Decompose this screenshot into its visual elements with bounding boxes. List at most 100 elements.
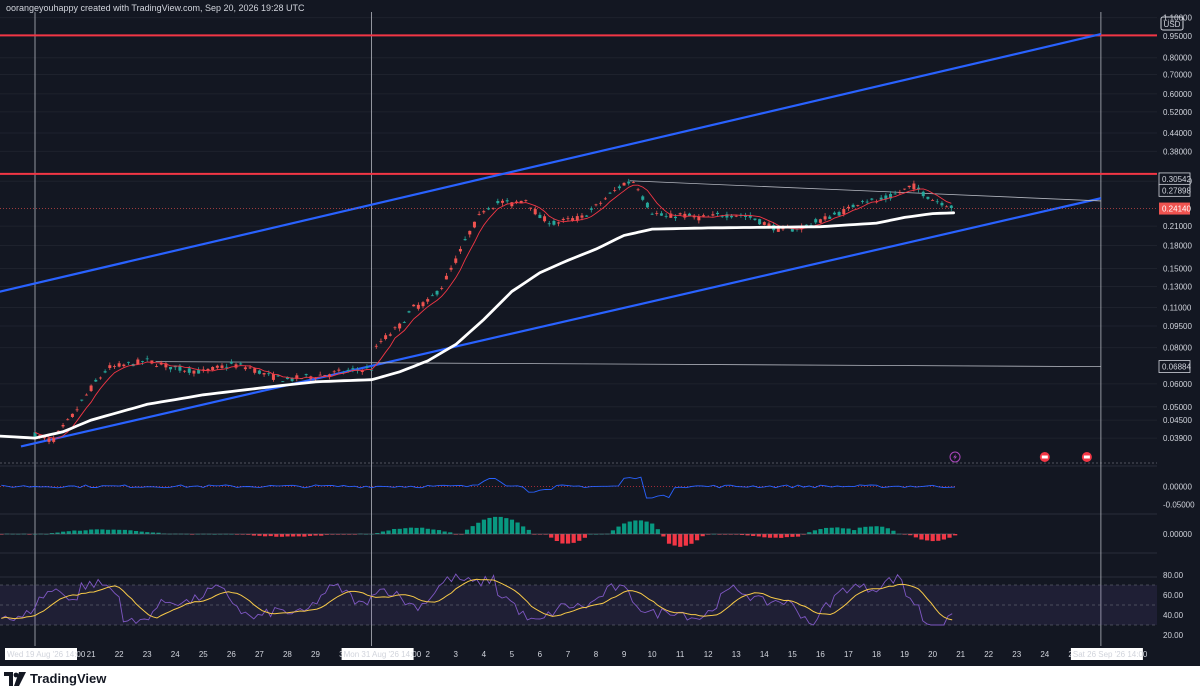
macd-bar (335, 534, 341, 535)
candle-body (571, 218, 575, 221)
candle-body (865, 201, 869, 203)
usd-badge[interactable]: USD (1160, 16, 1184, 31)
candle-body (669, 213, 673, 218)
price-tick-label: 1.10000 (1163, 14, 1192, 23)
time-tick-label: 9 (622, 650, 627, 659)
candle-body (192, 370, 196, 374)
time-axis-bg (0, 646, 1157, 666)
indicators (0, 476, 958, 626)
drawings[interactable] (0, 33, 1157, 448)
macd-bar (436, 530, 442, 534)
macd-bar (908, 534, 913, 536)
macd-bar (706, 534, 711, 535)
candle-body (903, 188, 907, 190)
price-tick-label: 0.18000 (1163, 242, 1192, 251)
candle-body (295, 375, 299, 379)
candle-body (889, 193, 893, 199)
macd-bar (622, 523, 627, 534)
macd-bar (560, 534, 565, 544)
time-tick-label: 25 (199, 650, 208, 659)
macd-bar (117, 529, 122, 534)
macd-bar (728, 534, 733, 535)
macd-bar (594, 533, 599, 535)
macd-bar (251, 534, 256, 536)
time-tick-label: 2 (425, 650, 430, 659)
candle-body (253, 368, 257, 373)
price-tick-label: 0.70000 (1163, 71, 1192, 80)
fast-moving-average (34, 184, 952, 439)
candle-body (281, 381, 285, 383)
candle-body (842, 209, 846, 215)
candle-body (945, 206, 949, 208)
macd-bar (835, 527, 840, 534)
candle-body (608, 192, 612, 194)
candle-body (627, 181, 631, 184)
tradingview-logo[interactable]: TradingView (4, 671, 106, 686)
candle-body (98, 377, 102, 379)
candle-body (346, 369, 350, 371)
indicator-bands (0, 584, 1157, 626)
time-axis[interactable]: 2122232425262728293023456789101112131415… (0, 646, 1157, 666)
macd-bar (285, 534, 290, 537)
candle-body (557, 222, 561, 224)
candle-body (229, 362, 233, 364)
candle-body (416, 304, 420, 309)
time-tick-label: 16 (816, 650, 825, 659)
candle-body (734, 215, 738, 217)
flag-event-icon (1039, 452, 1050, 462)
price-tag-bg (1158, 183, 1191, 197)
price-axis[interactable]: 1.10000 0.95000 0.80000 0.70000 0.60000 0.520… (1158, 14, 1195, 640)
candle-body (776, 226, 780, 232)
macd-bar (55, 532, 60, 534)
candle-body (75, 409, 79, 411)
macd-bar (133, 530, 139, 534)
macd-bar (672, 534, 677, 546)
macd-bar (829, 527, 834, 534)
macd-bar (880, 526, 885, 534)
macd-bar (77, 530, 83, 534)
macd-bar (790, 534, 795, 537)
candle-body (664, 215, 668, 217)
chart-attribution: oorangeyouhappy created with TradingView… (6, 3, 305, 13)
macd-bar (717, 534, 722, 535)
candle-body (468, 230, 472, 235)
macd-bar (532, 534, 537, 535)
candle-body (879, 197, 883, 200)
price-tick-label: 0.13000 (1163, 282, 1192, 291)
rsi-tick-label: 80.00 (1163, 571, 1184, 580)
macd-bar (633, 520, 638, 534)
macd-tick-label: 0.00000 (1163, 530, 1192, 539)
candle-body (692, 215, 696, 218)
candle-body (650, 213, 654, 215)
event-markers[interactable] (949, 451, 1092, 463)
chart-area[interactable]: 1.10000 0.95000 0.80000 0.70000 0.60000 0.520… (0, 0, 1200, 666)
macd-bar (94, 529, 99, 534)
candle-body (80, 399, 84, 401)
price-label-tag: 0.24140 (1159, 202, 1191, 215)
candle-body (52, 437, 56, 442)
candle-body (912, 183, 916, 190)
macd-bar (577, 534, 582, 541)
macd-bar (807, 532, 812, 534)
candle-body (33, 432, 37, 439)
candle-body (725, 214, 729, 218)
macd-bar (846, 528, 851, 534)
macd-bar (139, 531, 144, 534)
macd-bar (0, 534, 4, 535)
candle-body (285, 376, 289, 380)
candle-body (379, 341, 383, 343)
candle-body (444, 275, 448, 280)
time-tick-label: 10 (648, 650, 657, 659)
time-tick-label: 27 (255, 650, 264, 659)
macd-bar (610, 530, 616, 534)
cursor-time-label: Mon 31 Aug '26 14:00 (344, 650, 422, 659)
candle-body (159, 362, 163, 365)
macd-bar (100, 529, 105, 534)
time-tick-label: 8 (594, 650, 599, 659)
slow-moving-average (0, 211, 955, 440)
candle-body (898, 192, 902, 194)
time-tick-label: 21 (87, 650, 96, 659)
candle-body (884, 195, 888, 200)
candle-body (384, 335, 388, 340)
candle-body (211, 366, 215, 371)
